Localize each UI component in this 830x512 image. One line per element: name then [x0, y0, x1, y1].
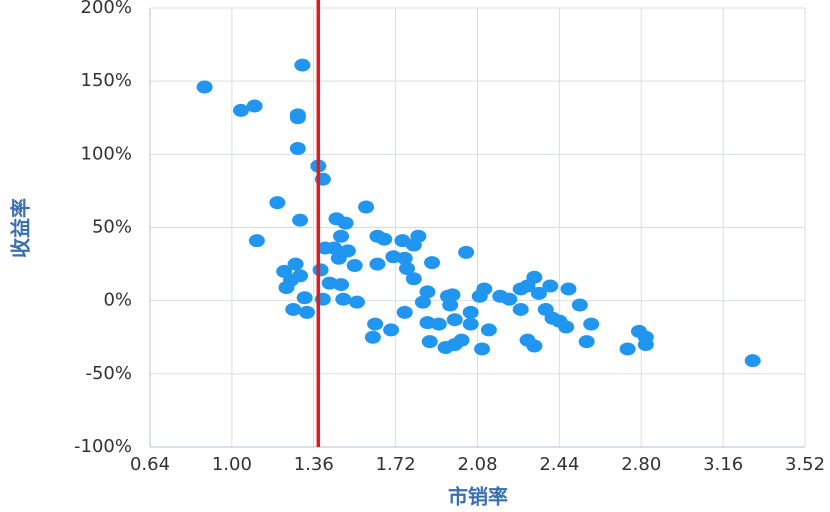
point [405, 272, 422, 286]
point [232, 103, 249, 117]
point [619, 342, 636, 356]
point [289, 111, 306, 125]
point [637, 338, 654, 352]
point [298, 305, 315, 319]
point [583, 317, 600, 331]
point [526, 270, 543, 284]
y-tick-label: 200% [81, 0, 132, 18]
y-tick-label: -100% [74, 436, 132, 457]
point [292, 213, 309, 227]
point [312, 263, 329, 277]
point [474, 342, 491, 356]
point [421, 335, 438, 349]
point [430, 317, 447, 331]
y-tick-label: 100% [81, 143, 132, 164]
x-tick-label: 1.36 [294, 454, 334, 475]
point [333, 278, 350, 292]
x-tick-label: 1.00 [212, 454, 252, 475]
y-tick-label: -50% [85, 363, 132, 384]
point [396, 305, 413, 319]
x-tick-label: 2.08 [457, 454, 497, 475]
point [398, 261, 415, 275]
point [526, 339, 543, 353]
point [248, 234, 265, 248]
point [289, 141, 306, 155]
point [444, 288, 461, 302]
x-axis-title: 市销率 [448, 485, 508, 509]
point [337, 216, 354, 230]
point [578, 335, 595, 349]
point [512, 302, 529, 316]
x-tick-label: 3.52 [785, 454, 825, 475]
point [458, 245, 475, 259]
point [414, 295, 431, 309]
y-axis-title: 收益率 [9, 198, 33, 258]
point [446, 313, 463, 327]
point [424, 256, 441, 270]
point [501, 292, 518, 306]
point [571, 298, 588, 312]
point [542, 279, 559, 293]
point [285, 302, 302, 316]
point [278, 280, 295, 294]
point [287, 257, 304, 271]
point [317, 241, 334, 255]
point [348, 295, 365, 309]
point [419, 285, 436, 299]
point [269, 196, 286, 210]
point [442, 298, 459, 312]
point [462, 305, 479, 319]
point [744, 354, 761, 368]
point [335, 292, 352, 306]
point [369, 257, 386, 271]
point [453, 333, 470, 347]
point [294, 58, 311, 72]
point [330, 251, 347, 265]
point [333, 229, 350, 243]
x-tick-label: 3.16 [703, 454, 743, 475]
x-tick-label: 2.44 [539, 454, 579, 475]
point [346, 259, 363, 273]
point [246, 99, 263, 113]
y-tick-label: 0% [103, 290, 132, 311]
point [296, 291, 313, 305]
point [530, 286, 547, 300]
y-tick-label: 50% [92, 217, 132, 238]
x-tick-label: 1.72 [376, 454, 416, 475]
point [358, 200, 375, 214]
x-tick-label: 2.80 [621, 454, 661, 475]
point [367, 317, 384, 331]
point [196, 80, 213, 94]
point [462, 317, 479, 331]
point [405, 238, 422, 252]
point [376, 232, 393, 246]
point [476, 282, 493, 296]
y-tick-label: 150% [81, 70, 132, 91]
point [560, 282, 577, 296]
point [480, 323, 497, 337]
x-tick-label: 0.64 [130, 454, 170, 475]
point [396, 251, 413, 265]
point [383, 323, 400, 337]
point [558, 320, 575, 334]
point [364, 330, 381, 344]
